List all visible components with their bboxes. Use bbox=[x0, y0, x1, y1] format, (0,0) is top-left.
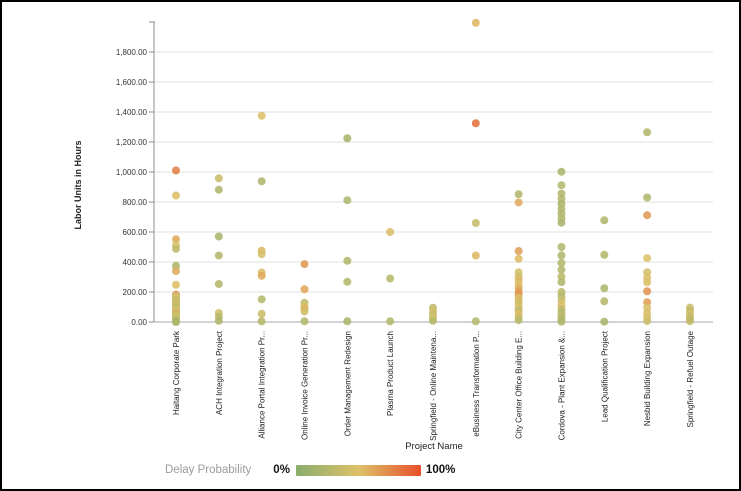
data-point[interactable] bbox=[257, 250, 266, 259]
data-point[interactable] bbox=[557, 278, 566, 287]
data-point[interactable] bbox=[214, 316, 223, 325]
y-tick-label: 1,400.00 bbox=[116, 108, 148, 117]
data-point[interactable] bbox=[386, 274, 395, 283]
data-point[interactable] bbox=[257, 309, 266, 318]
data-point[interactable] bbox=[557, 258, 566, 267]
x-axis-title: Project Name bbox=[405, 441, 463, 452]
data-point[interactable] bbox=[343, 196, 352, 205]
legend-title: Delay Probability bbox=[165, 464, 252, 476]
data-point[interactable] bbox=[172, 235, 180, 244]
x-category-label: Springfield - Refuel Outage bbox=[686, 330, 695, 427]
data-point[interactable] bbox=[300, 307, 309, 316]
data-point[interactable] bbox=[600, 297, 609, 306]
data-point[interactable] bbox=[257, 317, 266, 326]
data-point[interactable] bbox=[600, 216, 609, 225]
data-point[interactable] bbox=[300, 285, 309, 294]
data-point[interactable] bbox=[643, 128, 652, 137]
data-point[interactable] bbox=[557, 251, 566, 260]
data-point[interactable] bbox=[471, 219, 480, 227]
x-category-label: City Center Office Building E... bbox=[515, 331, 524, 439]
data-point[interactable] bbox=[300, 260, 309, 269]
x-category-label: ACH Integration Project bbox=[215, 330, 224, 415]
data-point[interactable] bbox=[428, 316, 437, 325]
x-category-label: eBusiness Transformation P... bbox=[472, 331, 481, 437]
data-point[interactable] bbox=[172, 191, 180, 200]
data-point[interactable] bbox=[214, 232, 223, 241]
x-category-label: Order Management Redesign bbox=[343, 331, 352, 436]
data-point[interactable] bbox=[257, 177, 266, 186]
data-point[interactable] bbox=[643, 278, 652, 287]
data-point[interactable] bbox=[471, 317, 480, 326]
data-point[interactable] bbox=[214, 251, 223, 260]
data-point[interactable] bbox=[214, 280, 223, 289]
data-point[interactable] bbox=[557, 317, 566, 326]
legend-min-label: 0% bbox=[273, 464, 290, 476]
data-point[interactable] bbox=[343, 256, 352, 265]
y-tick-label: 0.00 bbox=[131, 318, 147, 327]
data-point[interactable] bbox=[514, 198, 523, 207]
data-point[interactable] bbox=[471, 119, 480, 128]
data-point[interactable] bbox=[600, 284, 609, 293]
data-point[interactable] bbox=[557, 218, 566, 227]
x-category-label: Alliance Portal Integration Pr... bbox=[258, 331, 267, 439]
data-point[interactable] bbox=[300, 317, 309, 326]
y-tick-label: 1,000.00 bbox=[116, 168, 148, 177]
data-point[interactable] bbox=[386, 317, 395, 326]
data-point[interactable] bbox=[514, 190, 523, 199]
x-category-label: Cordova - Plant Expansion &... bbox=[557, 331, 566, 440]
data-point[interactable] bbox=[643, 317, 652, 326]
y-axis-title: Labor Units in Hours bbox=[73, 140, 83, 230]
y-tick-label: 200.00 bbox=[123, 288, 148, 297]
data-point[interactable] bbox=[343, 134, 352, 143]
data-point[interactable] bbox=[214, 185, 223, 194]
data-point[interactable] bbox=[514, 316, 523, 325]
x-category-label: Lead Qualification Project bbox=[600, 330, 609, 422]
legend-gradient-bar bbox=[295, 464, 421, 476]
data-point[interactable] bbox=[685, 317, 694, 326]
y-tick-label: 400.00 bbox=[123, 258, 148, 267]
data-point[interactable] bbox=[643, 193, 652, 202]
data-point[interactable] bbox=[600, 250, 609, 259]
data-point[interactable] bbox=[514, 254, 523, 263]
data-point[interactable] bbox=[557, 181, 566, 190]
x-category-label: Plasma Product Launch bbox=[386, 331, 395, 416]
data-point[interactable] bbox=[343, 317, 352, 326]
y-tick-label: 1,800.00 bbox=[116, 48, 148, 57]
data-point[interactable] bbox=[557, 167, 566, 176]
data-point[interactable] bbox=[343, 277, 352, 286]
data-point[interactable] bbox=[172, 280, 180, 289]
data-point[interactable] bbox=[257, 295, 266, 304]
data-point[interactable] bbox=[172, 166, 180, 175]
data-point[interactable] bbox=[643, 211, 652, 220]
y-tick-label: 1,600.00 bbox=[116, 78, 148, 87]
x-category-label: Nesbid Building Expansion bbox=[643, 331, 652, 426]
data-point[interactable] bbox=[557, 265, 566, 274]
x-category-label: Online Invoice Generation Pr... bbox=[300, 331, 309, 440]
data-point[interactable] bbox=[557, 243, 566, 251]
legend: Delay Probability 0% 100% bbox=[165, 462, 455, 478]
data-point[interactable] bbox=[514, 247, 523, 256]
data-point[interactable] bbox=[643, 268, 652, 277]
data-point[interactable] bbox=[172, 267, 180, 275]
data-point[interactable] bbox=[386, 228, 395, 236]
data-point[interactable] bbox=[257, 271, 266, 280]
data-point[interactable] bbox=[600, 317, 609, 326]
legend-max-label: 100% bbox=[425, 464, 456, 476]
y-tick-label: 1,200.00 bbox=[116, 138, 148, 147]
y-tick-label: 600.00 bbox=[123, 228, 148, 237]
data-point[interactable] bbox=[214, 174, 223, 183]
x-category-label: Springfield - Online Maintena... bbox=[429, 331, 438, 441]
data-point[interactable] bbox=[643, 287, 652, 296]
scatter-plot: 0.00 200.00 400.00 600.00 800.00 1,000.00 1,20… bbox=[116, 18, 713, 441]
data-point[interactable] bbox=[471, 251, 480, 260]
data-point[interactable] bbox=[172, 318, 180, 326]
y-tick-label: 800.00 bbox=[123, 198, 148, 207]
data-point[interactable] bbox=[471, 18, 480, 27]
data-point[interactable] bbox=[172, 244, 180, 253]
data-point[interactable] bbox=[257, 111, 266, 120]
data-point[interactable] bbox=[643, 254, 652, 263]
x-category-label: Haitang Corporate Park bbox=[172, 330, 181, 415]
